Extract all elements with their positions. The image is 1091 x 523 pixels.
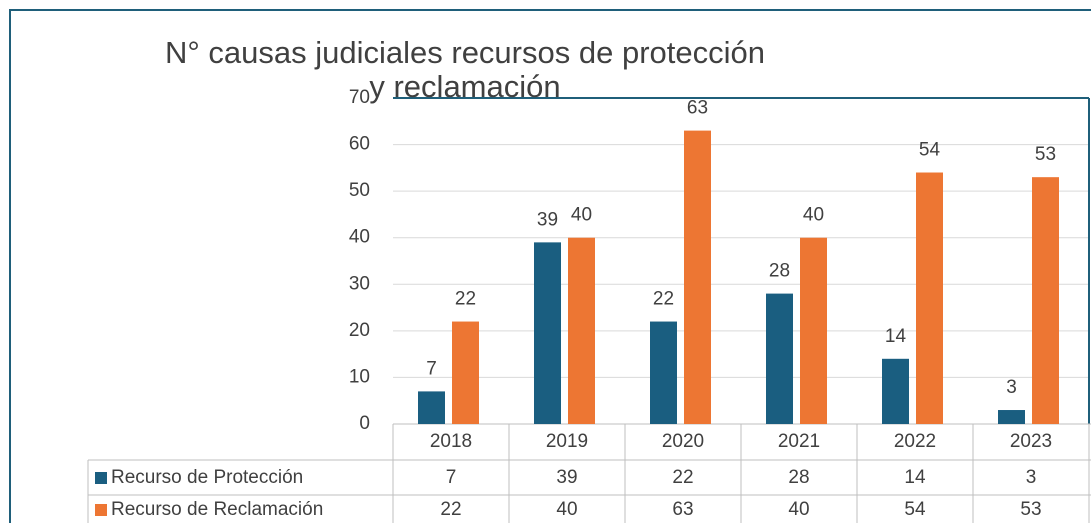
x-tick-label: 2019 bbox=[546, 431, 588, 452]
data-label: 3 bbox=[1006, 377, 1017, 398]
frame bbox=[9, 9, 1091, 523]
table-cell: 40 bbox=[788, 499, 809, 520]
x-tick-label: 2020 bbox=[662, 431, 704, 452]
data-label: 22 bbox=[653, 289, 674, 310]
table-cell: 22 bbox=[672, 467, 693, 488]
bar bbox=[1032, 177, 1059, 424]
bar bbox=[452, 321, 479, 424]
y-tick-label: 20 bbox=[349, 320, 370, 341]
table-cell: 7 bbox=[446, 467, 457, 488]
data-label: 39 bbox=[537, 209, 558, 230]
data-label: 40 bbox=[803, 205, 824, 226]
table-cell: 40 bbox=[556, 499, 577, 520]
table-cell: 63 bbox=[672, 499, 693, 520]
bar bbox=[418, 391, 445, 424]
table-cell: 39 bbox=[556, 467, 577, 488]
table-cell: 54 bbox=[904, 499, 926, 520]
legend-swatch bbox=[95, 504, 107, 516]
data-label: 7 bbox=[426, 358, 437, 379]
data-label: 22 bbox=[455, 289, 476, 310]
bar bbox=[998, 410, 1025, 424]
legend-swatch bbox=[95, 472, 107, 484]
bar bbox=[568, 237, 595, 424]
table-cell: 14 bbox=[904, 467, 926, 488]
data-label: 54 bbox=[919, 140, 941, 161]
y-tick-label: 0 bbox=[359, 413, 370, 434]
x-tick-label: 2021 bbox=[778, 431, 820, 452]
table-cell: 28 bbox=[788, 467, 809, 488]
data-label: 40 bbox=[571, 205, 592, 226]
y-tick-label: 70 bbox=[349, 87, 370, 108]
chart-title: N° causas judiciales recursos de protecc… bbox=[165, 35, 765, 104]
x-tick-label: 2018 bbox=[430, 431, 472, 452]
x-tick-label: 2023 bbox=[1010, 431, 1052, 452]
data-label: 14 bbox=[885, 326, 907, 347]
y-tick-label: 30 bbox=[349, 273, 370, 294]
bar bbox=[534, 242, 561, 424]
data-label: 63 bbox=[687, 98, 708, 119]
y-tick-label: 40 bbox=[349, 227, 370, 248]
bar bbox=[650, 321, 677, 424]
bar bbox=[684, 130, 711, 424]
x-tick-label: 2022 bbox=[894, 431, 936, 452]
y-tick-label: 60 bbox=[349, 134, 370, 155]
bar bbox=[916, 172, 943, 424]
bar bbox=[766, 293, 793, 424]
y-tick-label: 50 bbox=[349, 180, 370, 201]
bar bbox=[882, 358, 909, 424]
table-cell: 53 bbox=[1020, 499, 1041, 520]
data-label: 53 bbox=[1035, 144, 1056, 165]
table-cell: 3 bbox=[1026, 467, 1037, 488]
data-label: 28 bbox=[769, 261, 790, 282]
table-cell: 22 bbox=[440, 499, 461, 520]
y-tick-label: 10 bbox=[349, 366, 370, 387]
legend-label: Recurso de Protección bbox=[111, 467, 303, 488]
legend-label: Recurso de Reclamación bbox=[111, 499, 323, 520]
bar bbox=[800, 237, 827, 424]
